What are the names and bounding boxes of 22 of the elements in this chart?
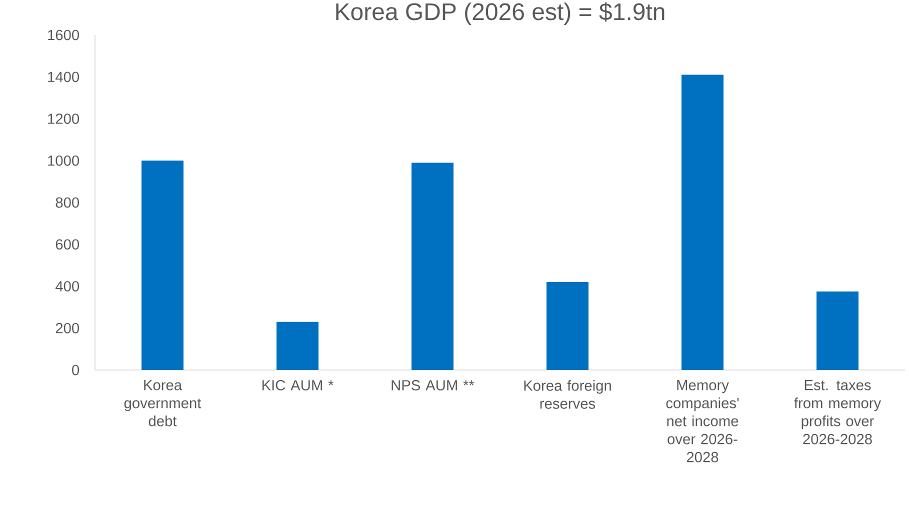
bar <box>816 291 859 370</box>
x-tick-label: NPS AUM ** <box>392 380 474 390</box>
y-tick-label: 200 <box>56 322 80 334</box>
bar <box>412 162 454 370</box>
y-tick-label: 1000 <box>48 155 80 166</box>
y-tick-label: 1600 <box>48 30 80 40</box>
bar <box>142 160 184 370</box>
x-tick-label: Memory companies' net income over 2026-2028 <box>666 380 739 462</box>
y-tick-label: 800 <box>56 197 80 208</box>
y-tick-label: 1200 <box>48 114 80 124</box>
bar <box>682 74 724 370</box>
x-tick-label: Korea government debt <box>124 380 202 426</box>
y-tick-label: 600 <box>56 239 80 250</box>
y-tick-label: 1400 <box>48 72 80 82</box>
chart-title: Korea GDP (2026 est) = $1.9tn <box>336 2 664 25</box>
bar <box>276 322 319 370</box>
x-tick-label: KIC AUM * <box>262 380 334 390</box>
y-tick-label: 0 <box>72 364 80 376</box>
y-tick-label: 400 <box>55 281 80 292</box>
x-tick-label: Est. taxes from memory profits over 2026-2028 <box>794 380 882 444</box>
bar <box>546 282 589 370</box>
x-tick-label: Korea foreign reserves <box>524 380 611 409</box>
